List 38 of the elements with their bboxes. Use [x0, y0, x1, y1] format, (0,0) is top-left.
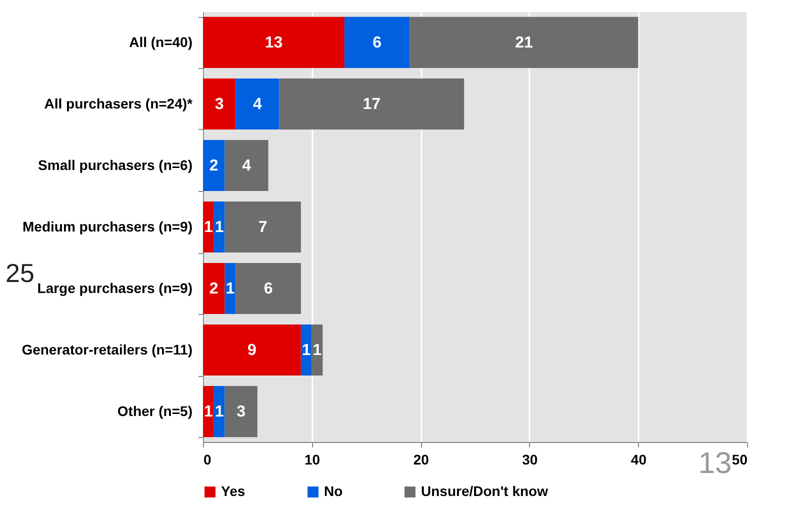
- y-tick-label: Medium purchasers (n=9): [22, 218, 192, 234]
- y-tick-label: Small purchasers (n=6): [38, 156, 192, 173]
- data-label: 3: [236, 404, 246, 421]
- data-label: 4: [242, 157, 252, 174]
- data-label: 1: [214, 219, 224, 236]
- data-label: 1: [204, 404, 213, 421]
- data-label: 4: [252, 96, 262, 113]
- x-tick-label: 0: [204, 452, 212, 468]
- y-tick-label: Large purchasers (n=9): [37, 280, 192, 296]
- y-tick-label: Other (n=5): [117, 403, 192, 420]
- data-label: 1: [226, 280, 235, 298]
- data-label: 2: [209, 157, 218, 174]
- data-label: 1: [312, 342, 322, 360]
- x-tick-label: 10: [304, 452, 320, 468]
- data-label: 13: [264, 34, 283, 52]
- y-tick-label: All purchasers (n=24)*: [44, 95, 194, 112]
- data-label: 6: [372, 34, 382, 52]
- legend-label: No: [324, 483, 343, 499]
- data-label: 1: [214, 404, 224, 421]
- y-tick-label: All (n=40): [129, 34, 192, 50]
- data-label: 3: [214, 96, 224, 113]
- data-label: 9: [248, 342, 257, 360]
- legend-label: Yes: [221, 483, 246, 499]
- data-label: 1: [204, 219, 213, 236]
- x-tick-label: 50: [732, 452, 748, 468]
- data-label: 17: [362, 96, 381, 113]
- data-label: 1: [302, 342, 311, 360]
- x-tick-label: 20: [413, 452, 430, 468]
- x-tick-label: 40: [630, 452, 647, 468]
- data-label: 6: [264, 280, 273, 298]
- text: 13: [698, 447, 732, 480]
- text: 25: [6, 258, 34, 288]
- legend-label: Unsure/Don't know: [421, 483, 548, 499]
- data-label: 21: [515, 34, 533, 52]
- x-tick-label: 30: [522, 452, 538, 468]
- y-tick-label: Generator-retailers (n=11): [22, 342, 192, 358]
- data-label: 2: [209, 280, 218, 298]
- data-label: 7: [258, 219, 268, 236]
